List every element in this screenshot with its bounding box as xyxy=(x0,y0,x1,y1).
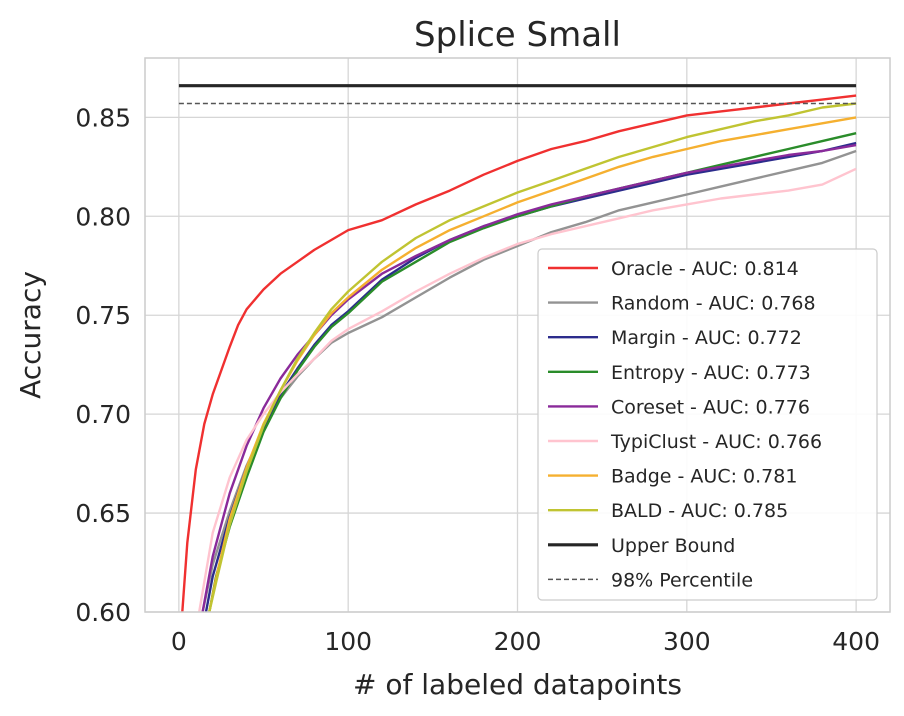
plot-border xyxy=(144,57,891,613)
legend-entry: Random - AUC: 0.768 xyxy=(611,293,816,315)
y-tick-label: 0.80 xyxy=(75,202,131,231)
y-tick-label: 0.85 xyxy=(75,103,131,132)
y-tick-label: 0.60 xyxy=(75,598,131,627)
series-lines xyxy=(178,84,857,612)
tick-labels: 0 100 200 300 400 0.60 0.65 0.70 0.75 0.80 0.85 xyxy=(75,103,880,656)
series-line-4 xyxy=(201,143,857,612)
y-tick-label: 0.75 xyxy=(75,301,131,330)
chart-title: Splice Small xyxy=(414,15,621,55)
x-tick-label: 300 xyxy=(663,627,711,656)
series-line-0 xyxy=(181,94,857,612)
x-axis-label: # of labeled datapoints xyxy=(353,668,682,701)
legend-entry: Entropy - AUC: 0.773 xyxy=(611,362,811,384)
y-tick-label: 0.65 xyxy=(75,499,131,528)
y-axis-label: Accuracy xyxy=(14,271,47,399)
legend-entry: Badge - AUC: 0.781 xyxy=(611,466,797,488)
series-line-3 xyxy=(208,132,857,612)
legend-entry: Oracle - AUC: 0.814 xyxy=(611,258,799,280)
legend-entry: TypiClust - AUC: 0.766 xyxy=(610,431,822,453)
x-tick-label: 100 xyxy=(324,627,372,656)
series-line-7 xyxy=(208,102,857,612)
legend-entry: 98% Percentile xyxy=(611,569,753,591)
legend-entry: Upper Bound xyxy=(611,535,735,557)
legend-frame xyxy=(537,248,878,601)
legend-entry: Margin - AUC: 0.772 xyxy=(611,327,802,349)
series-line-5 xyxy=(198,167,857,612)
x-tick-label: 0 xyxy=(171,627,187,656)
y-tick-label: 0.70 xyxy=(75,400,131,429)
legend-entry: Coreset - AUC: 0.776 xyxy=(611,396,810,418)
legend: Oracle - AUC: 0.814 Random - AUC: 0.768 Ma… xyxy=(537,248,878,601)
x-tick-label: 200 xyxy=(494,627,542,656)
legend-entry: BALD - AUC: 0.785 xyxy=(611,500,788,522)
x-tick-label: 400 xyxy=(832,627,880,656)
